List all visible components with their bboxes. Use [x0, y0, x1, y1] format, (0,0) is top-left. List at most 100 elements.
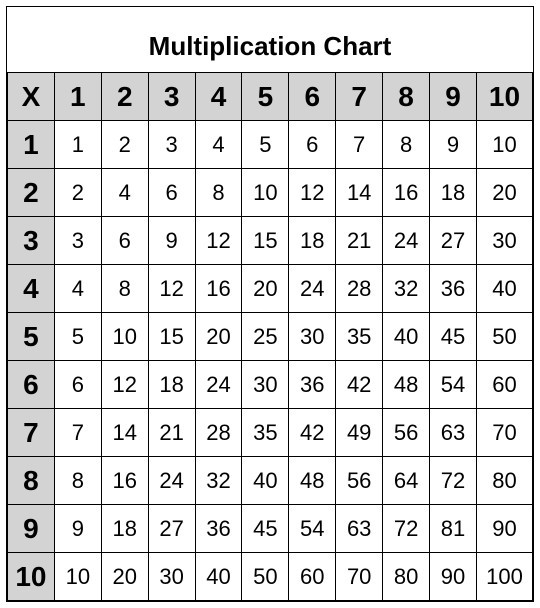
cell: 40	[242, 457, 289, 505]
cell: 24	[383, 217, 430, 265]
multiplication-table: X 1 2 3 4 5 6 7 8 9 10 11234567891022468…	[7, 72, 533, 601]
row-header: 1	[8, 121, 55, 169]
cell: 36	[289, 361, 336, 409]
cell: 40	[383, 313, 430, 361]
cell: 12	[148, 265, 195, 313]
table-row: 66121824303642485460	[8, 361, 533, 409]
col-header: 1	[54, 73, 101, 121]
table-row: 99182736455463728190	[8, 505, 533, 553]
cell: 6	[148, 169, 195, 217]
cell: 50	[477, 313, 533, 361]
cell: 3	[54, 217, 101, 265]
cell: 70	[477, 409, 533, 457]
cell: 30	[289, 313, 336, 361]
cell: 70	[336, 553, 383, 601]
cell: 45	[430, 313, 477, 361]
table-row: 88162432404856647280	[8, 457, 533, 505]
cell: 42	[336, 361, 383, 409]
cell: 40	[477, 265, 533, 313]
table-row: 10102030405060708090100	[8, 553, 533, 601]
cell: 1	[54, 121, 101, 169]
corner-cell: X	[8, 73, 55, 121]
chart-title: Multiplication Chart	[7, 7, 533, 72]
cell: 10	[477, 121, 533, 169]
cell: 60	[477, 361, 533, 409]
row-header: 8	[8, 457, 55, 505]
cell: 6	[101, 217, 148, 265]
cell: 27	[148, 505, 195, 553]
col-header: 4	[195, 73, 242, 121]
cell: 56	[383, 409, 430, 457]
cell: 72	[383, 505, 430, 553]
table-row: 77142128354249566370	[8, 409, 533, 457]
cell: 50	[242, 553, 289, 601]
cell: 12	[101, 361, 148, 409]
col-header: 7	[336, 73, 383, 121]
row-header: 6	[8, 361, 55, 409]
multiplication-chart: Multiplication Chart X 1 2 3 4 5 6 7 8 9…	[6, 6, 534, 602]
col-header: 10	[477, 73, 533, 121]
cell: 90	[430, 553, 477, 601]
cell: 24	[195, 361, 242, 409]
col-header: 5	[242, 73, 289, 121]
cell: 24	[289, 265, 336, 313]
cell: 36	[195, 505, 242, 553]
cell: 25	[242, 313, 289, 361]
cell: 32	[383, 265, 430, 313]
cell: 12	[195, 217, 242, 265]
cell: 63	[430, 409, 477, 457]
cell: 8	[54, 457, 101, 505]
cell: 9	[430, 121, 477, 169]
cell: 10	[54, 553, 101, 601]
cell: 60	[289, 553, 336, 601]
col-header: 2	[101, 73, 148, 121]
header-row: X 1 2 3 4 5 6 7 8 9 10	[8, 73, 533, 121]
cell: 20	[195, 313, 242, 361]
cell: 2	[101, 121, 148, 169]
row-header: 7	[8, 409, 55, 457]
cell: 18	[101, 505, 148, 553]
cell: 30	[148, 553, 195, 601]
cell: 56	[336, 457, 383, 505]
table-row: 22468101214161820	[8, 169, 533, 217]
cell: 18	[289, 217, 336, 265]
row-header: 10	[8, 553, 55, 601]
cell: 49	[336, 409, 383, 457]
cell: 28	[195, 409, 242, 457]
cell: 64	[383, 457, 430, 505]
cell: 48	[289, 457, 336, 505]
col-header: 8	[383, 73, 430, 121]
cell: 32	[195, 457, 242, 505]
cell: 4	[101, 169, 148, 217]
cell: 15	[148, 313, 195, 361]
cell: 54	[289, 505, 336, 553]
cell: 40	[195, 553, 242, 601]
cell: 20	[477, 169, 533, 217]
cell: 6	[54, 361, 101, 409]
cell: 16	[195, 265, 242, 313]
row-header: 4	[8, 265, 55, 313]
cell: 90	[477, 505, 533, 553]
cell: 2	[54, 169, 101, 217]
cell: 48	[383, 361, 430, 409]
cell: 20	[242, 265, 289, 313]
cell: 3	[148, 121, 195, 169]
cell: 18	[148, 361, 195, 409]
cell: 7	[336, 121, 383, 169]
col-header: 3	[148, 73, 195, 121]
cell: 80	[477, 457, 533, 505]
cell: 4	[195, 121, 242, 169]
row-header: 2	[8, 169, 55, 217]
cell: 10	[101, 313, 148, 361]
cell: 36	[430, 265, 477, 313]
cell: 45	[242, 505, 289, 553]
cell: 100	[477, 553, 533, 601]
col-header: 9	[430, 73, 477, 121]
cell: 8	[383, 121, 430, 169]
row-header: 5	[8, 313, 55, 361]
cell: 28	[336, 265, 383, 313]
table-row: 336912151821242730	[8, 217, 533, 265]
cell: 12	[289, 169, 336, 217]
cell: 21	[148, 409, 195, 457]
cell: 30	[242, 361, 289, 409]
